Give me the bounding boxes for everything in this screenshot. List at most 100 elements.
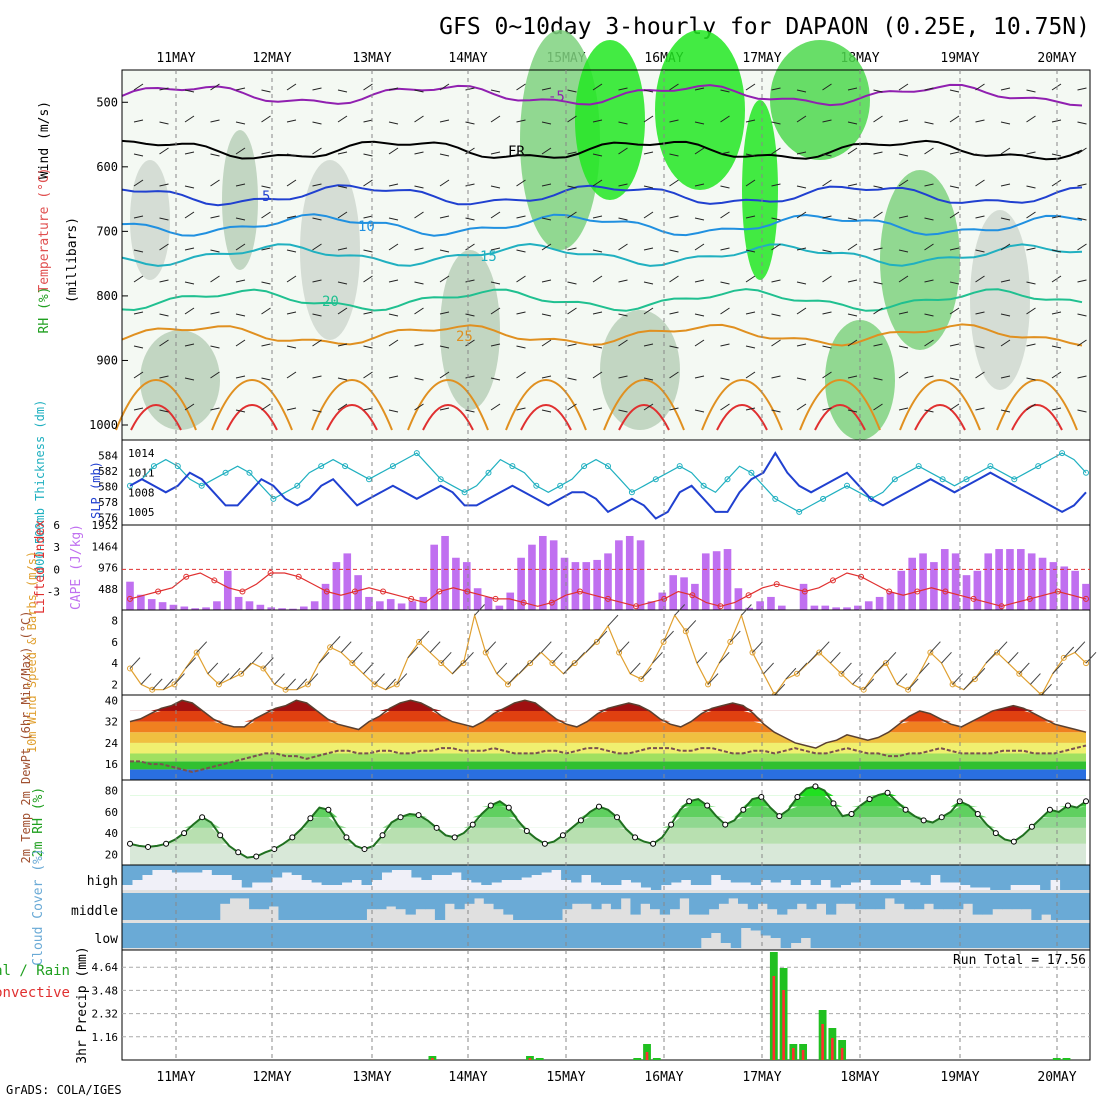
cape-bar [799,583,808,610]
wind-barb [363,215,373,219]
wind-barb [592,179,603,187]
cloud-bar [914,893,925,910]
isotherm-30-arc [701,379,783,431]
wind-barb [1000,339,1011,347]
wind-barb [337,115,348,123]
li-line [129,572,1087,607]
wind-barb [490,185,501,189]
wind-barb [363,407,373,411]
wind10-barb [941,651,952,664]
cloud-bar [992,893,1003,910]
thickness-point [1011,476,1018,483]
thickness-point [1083,469,1089,476]
rh2m-point [812,783,819,790]
wind-barb [235,147,246,155]
temp-band [130,761,1086,770]
cape-bar [528,544,536,610]
wind10-barb [1007,651,1019,664]
isotherm-label: 15 [480,249,497,265]
cloud-bar [767,893,778,910]
rh2m-point [902,806,909,813]
cloud-bar [1010,923,1021,948]
cloud-bar [800,923,812,938]
wind-barb [312,279,322,283]
wind-barb [414,211,424,219]
wind10-point [327,644,334,651]
cape-bar [973,570,982,610]
wind-barb [898,215,909,219]
cloud-bar [451,865,462,873]
cape-bar [875,596,884,610]
cloud-bar [1080,893,1091,920]
cape-bar [1038,557,1047,610]
wind-barb [465,87,475,91]
cape-bar [625,535,634,610]
cloud-bar [391,865,402,870]
rh-shading [655,30,745,190]
wind10-barb [707,673,719,685]
thickness-point [1035,463,1042,470]
wind10-panel-frame [121,609,1091,696]
cloud-bar [800,865,812,880]
wind10-barb [329,636,341,648]
wind-barb [312,313,322,317]
temp-band [130,769,1086,780]
wind10-barb [652,651,663,664]
wind-barb [184,247,195,251]
wind10-point [638,676,645,683]
wind-barb [414,377,424,381]
cape-bar [658,592,667,610]
rh2m-point [974,811,981,817]
wind-barb [745,215,756,219]
cloud-bar [1060,865,1071,890]
rh2m-point [235,849,242,856]
wind-barb [618,339,628,347]
cape-bar [1017,549,1025,610]
isotherm-35-arc [226,404,278,431]
wind-barb [414,403,424,411]
wind-barb [873,307,883,315]
cloud-bar [141,893,152,920]
date-label-bottom: 18MAY [840,1070,879,1085]
cloud-bar [700,923,712,938]
cloud-bar [381,923,392,948]
wind10-barb [307,673,319,685]
wind-barb [414,281,424,285]
cloud-bar [953,893,964,910]
thickness-point [127,482,133,489]
cloud-bar [1060,923,1071,948]
wind10-barb [974,667,986,680]
cape-bar [919,553,927,610]
wind10-point [460,660,467,667]
rh2m-point [686,798,693,805]
wind-barb [745,275,756,283]
wind-barb [822,119,832,123]
date-label-bottom: 16MAY [644,1070,683,1085]
wind-barb [261,151,271,155]
li-tick-label: 3 [53,541,60,554]
wind10-point [304,681,311,688]
wind10-point [571,660,578,667]
wind-barb [669,179,679,187]
wind-barb [949,343,960,347]
cape-bar [539,535,547,610]
wind-barb [184,403,195,411]
cloud-bar [191,923,203,948]
thickness-point [987,463,994,470]
cape-bar [821,605,830,610]
precip-conv-bar [831,1038,834,1060]
cloud-bar [680,865,692,880]
cape-bar [615,540,623,610]
thickness-point [461,489,468,496]
temp-band [130,732,1086,743]
cloud-bar [1020,923,1031,948]
wind-barb [1077,87,1087,91]
wind10-point [171,681,178,688]
rh-shading [970,210,1030,390]
wind-barb [796,307,807,315]
wind-barb [847,121,858,125]
wind10-barb [251,651,263,664]
wind-barb [363,311,373,315]
cloud-bar [346,893,358,920]
wind-barb [643,115,654,123]
